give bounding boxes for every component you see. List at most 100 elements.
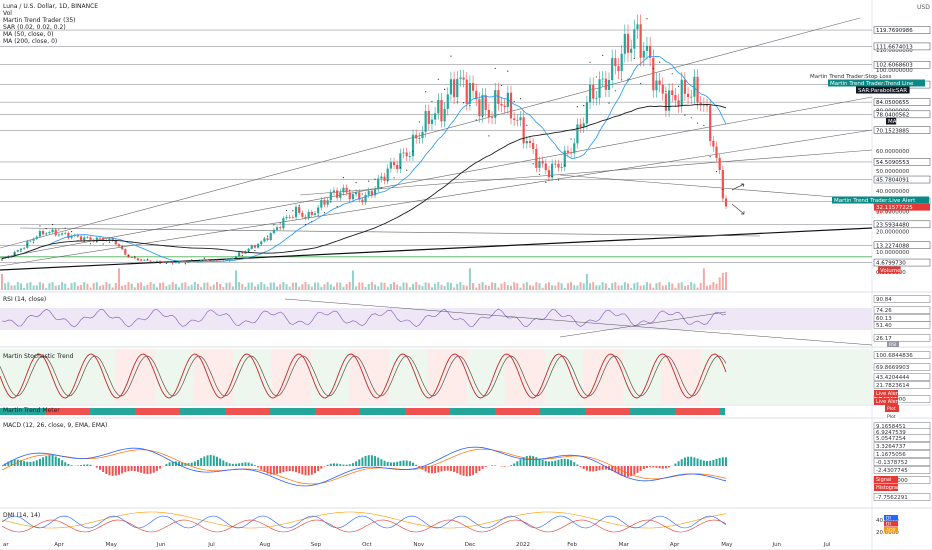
candle-body <box>677 100 680 107</box>
sar-dots <box>1 18 724 265</box>
macd-histogram-bar <box>203 456 206 466</box>
volume-bar <box>611 283 614 290</box>
macd-legend[interactable]: MACD (12, 26, close, 9, EMA, EMA) <box>3 422 108 429</box>
stochastic-legend[interactable]: Martin Stochastic Trend <box>3 353 74 360</box>
trend-meter-cell <box>70 408 75 415</box>
trend-meter-cell <box>325 408 330 415</box>
volume-bar <box>238 282 241 290</box>
macd-histogram-bar <box>449 466 452 471</box>
candle-body <box>626 33 630 53</box>
candle-body <box>45 233 48 235</box>
volume-bar <box>456 283 459 290</box>
sar-dot <box>203 257 205 259</box>
trend-meter-cell <box>230 408 235 415</box>
macd-histogram-bar <box>228 463 231 466</box>
macd-histogram-bar <box>13 459 16 466</box>
trend-meter-cell <box>560 408 565 415</box>
macd-histogram-bar <box>288 466 291 471</box>
macd-histogram-bar <box>339 464 342 466</box>
candle-body <box>718 157 721 171</box>
volume-bar <box>693 283 696 290</box>
candle-body <box>307 211 310 219</box>
sar-dot <box>671 73 673 75</box>
price-tick-label: 30.0000000 <box>876 209 910 215</box>
volume-bar <box>522 283 525 290</box>
macd-histogram-bar <box>301 466 304 475</box>
macd-histogram-bar <box>250 463 253 466</box>
volume-bar <box>329 284 332 290</box>
rsi-tag <box>873 295 931 303</box>
volume-bar <box>380 282 383 290</box>
volume-bar <box>178 287 181 290</box>
dmi-legend[interactable]: DMI (14, 14) <box>3 512 41 519</box>
trend-meter-cell <box>250 408 255 415</box>
price-tag-label: 32.11577225 <box>876 205 913 211</box>
volume-bar <box>475 287 478 290</box>
volume-bar <box>393 282 396 290</box>
trend-meter-cell <box>225 408 230 415</box>
legend-martin-trend-trader[interactable]: Martin Trend Trader (35) <box>3 17 76 24</box>
volume-bar <box>187 286 190 290</box>
volume-bar <box>683 285 686 290</box>
price-tick-label: 60.0000000 <box>876 149 910 155</box>
trend-meter-cell <box>330 408 335 415</box>
macd-histogram-bar <box>516 461 519 466</box>
sar-dot <box>342 177 345 179</box>
di-plus-line <box>1 515 727 529</box>
macd-histogram-bar <box>611 466 614 472</box>
candle-body <box>547 170 551 178</box>
volume-bar <box>585 273 588 290</box>
rsi-value-label: 60.13 <box>876 316 892 322</box>
volume-bar <box>48 283 51 290</box>
price-tag <box>873 158 931 166</box>
macd-histogram-bar <box>418 466 421 468</box>
rsi-legend[interactable]: RSI (14, close) <box>3 296 47 303</box>
trend-meter-cell <box>345 408 350 415</box>
sar-dot <box>58 229 60 231</box>
legend-ma50[interactable]: MA (50, close, 0) <box>3 31 54 38</box>
macd-histogram-bar <box>38 458 41 466</box>
sar-dot <box>330 201 332 203</box>
trend-meter-cell <box>240 408 245 415</box>
volume-bar <box>487 285 490 290</box>
macd-histogram-bar <box>538 458 541 466</box>
candle-body <box>573 143 576 154</box>
macd-histogram-bar <box>513 463 516 466</box>
trend-meter-cell <box>555 408 560 415</box>
trend-meter-cell <box>590 408 595 415</box>
macd-signal-tag <box>874 476 898 483</box>
price-tick-label: 10.0000000 <box>876 250 910 256</box>
trend-meter-cell <box>105 408 110 415</box>
legend-sar[interactable]: SAR (0.02, 0.02, 0.2) <box>3 24 66 31</box>
trend-meter-cell <box>385 408 390 415</box>
volume-bar <box>389 283 392 290</box>
trend-meter-legend[interactable]: Martin Trend Meter <box>3 407 60 414</box>
volume-bar <box>228 282 231 290</box>
candle-body <box>380 176 383 179</box>
volume-bar <box>402 282 405 290</box>
volume-bar <box>623 282 626 290</box>
trend-meter-cell <box>235 408 240 415</box>
trend-meter-cell <box>350 408 355 415</box>
legend-ma200[interactable]: MA (200, close, 0) <box>3 38 58 45</box>
volume-bar <box>668 282 671 290</box>
candle-body <box>484 95 487 110</box>
legend-vol[interactable]: Vol <box>3 10 12 17</box>
macd-histogram-bar <box>219 458 222 466</box>
macd-histogram-bar <box>276 466 279 475</box>
trend-meter-cell <box>415 408 420 415</box>
macd-histogram-bar <box>566 459 569 466</box>
candle-body <box>639 24 642 58</box>
trend-meter-cell <box>120 408 125 415</box>
symbol-title: Luna / U.S. Dollar, 1D, BINANCE <box>3 3 99 10</box>
price-tag <box>873 220 931 229</box>
candle-body <box>345 187 348 193</box>
candle-body <box>604 78 607 90</box>
macd-histogram-bar <box>136 466 139 472</box>
macd-histogram-bar <box>367 455 370 466</box>
macd-histogram-bar <box>80 465 83 466</box>
candle-body <box>551 163 554 178</box>
volume-bar <box>64 283 67 290</box>
volume-bar <box>677 283 680 290</box>
volume-bar <box>266 286 269 290</box>
